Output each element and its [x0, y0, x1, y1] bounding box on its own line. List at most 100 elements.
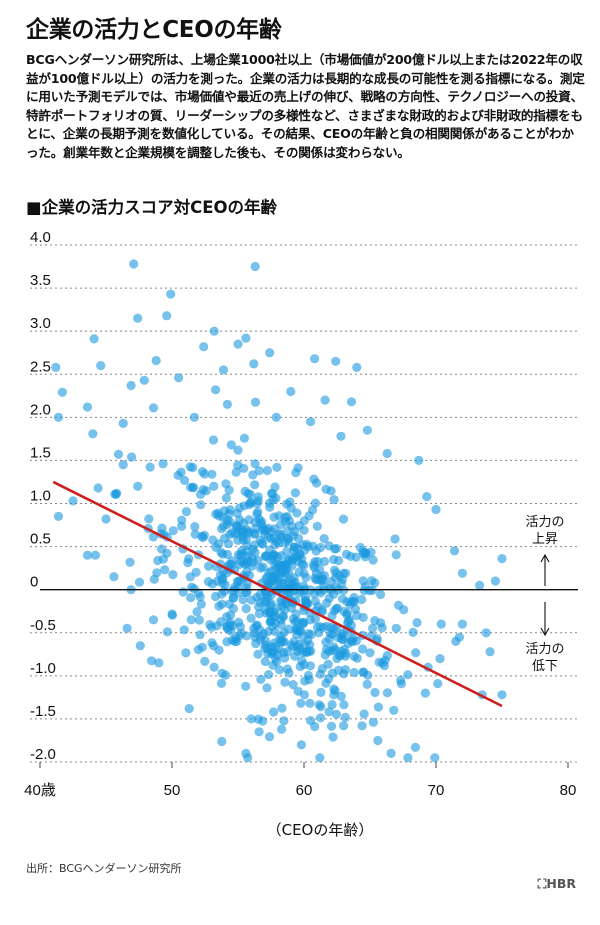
data-point	[192, 607, 202, 617]
data-point	[481, 628, 491, 638]
data-point	[186, 482, 196, 492]
data-point	[317, 605, 327, 615]
data-point	[331, 603, 341, 614]
data-point	[396, 679, 406, 689]
data-point	[209, 326, 219, 336]
data-point	[109, 572, 119, 582]
data-point	[326, 486, 336, 496]
y-tick-label: 1.0	[30, 488, 51, 505]
data-point	[125, 557, 135, 567]
hbr-logo-icon: ⛶	[537, 876, 547, 891]
data-point	[214, 601, 224, 611]
data-point	[211, 509, 221, 519]
data-point	[272, 462, 282, 472]
data-point	[330, 686, 340, 696]
data-point	[362, 679, 372, 690]
data-point	[88, 429, 98, 439]
data-point	[118, 460, 128, 470]
data-point	[457, 619, 467, 629]
data-point	[305, 661, 315, 671]
data-point	[205, 620, 215, 630]
data-point	[249, 529, 259, 539]
data-point	[327, 629, 337, 639]
data-point	[237, 549, 247, 559]
data-point	[168, 526, 178, 536]
data-point	[167, 609, 177, 619]
data-point	[348, 634, 358, 644]
data-point	[299, 560, 309, 570]
data-point	[129, 259, 139, 269]
data-point	[333, 665, 344, 676]
data-point	[68, 496, 78, 506]
data-point	[367, 576, 377, 586]
data-point	[82, 402, 93, 412]
y-tick-label: 0	[30, 574, 38, 591]
data-point	[286, 640, 296, 650]
data-point	[370, 687, 380, 698]
data-point	[310, 614, 320, 624]
data-point	[310, 596, 320, 607]
data-point	[339, 700, 349, 710]
data-point	[286, 386, 296, 397]
data-point	[168, 570, 178, 580]
data-point	[211, 385, 221, 395]
data-point	[90, 550, 100, 560]
data-point	[157, 544, 167, 554]
data-point	[269, 707, 279, 717]
data-point	[341, 568, 351, 578]
data-point	[250, 480, 260, 490]
data-point	[256, 563, 266, 573]
data-point	[185, 462, 195, 472]
data-point	[264, 670, 274, 680]
data-point	[320, 650, 330, 660]
data-point	[357, 721, 367, 731]
data-point	[324, 707, 334, 717]
data-point	[158, 459, 168, 469]
data-point	[254, 727, 264, 737]
data-point	[290, 651, 300, 661]
data-point	[260, 656, 270, 667]
data-point	[193, 645, 203, 655]
data-point	[234, 559, 244, 570]
data-point	[277, 636, 287, 646]
data-point	[278, 648, 289, 658]
data-point	[330, 544, 340, 554]
data-point	[271, 412, 281, 422]
axis-labels: 4.0 3.5 3.0 2.5 2.0 1.5 1.0 0.5 0 -0.5 -1.0 -1.5 -2.…	[24, 229, 576, 839]
data-point	[253, 492, 263, 502]
data-point	[365, 648, 375, 658]
data-point	[184, 554, 194, 564]
intro-text: BCGヘンダーソン研究所は、上場企業1000社以上（市場価値が200億ドル以上ま…	[26, 52, 585, 160]
data-point	[349, 667, 359, 678]
y-tick-label: -1.0	[30, 660, 56, 677]
data-point	[305, 698, 315, 708]
data-point	[252, 509, 262, 519]
data-point	[181, 507, 191, 517]
data-point	[352, 610, 362, 621]
data-point	[272, 603, 282, 613]
data-point	[331, 709, 341, 720]
data-point	[217, 589, 227, 599]
data-point	[431, 504, 441, 515]
data-point	[310, 721, 320, 732]
data-point	[312, 622, 322, 633]
data-point	[310, 354, 320, 364]
data-point	[326, 721, 337, 731]
data-point	[368, 555, 378, 565]
data-point	[485, 647, 495, 657]
data-point	[196, 500, 206, 510]
data-point	[323, 659, 333, 669]
data-point	[299, 690, 309, 700]
data-point	[186, 593, 196, 603]
x-tick-label: 60	[296, 782, 313, 799]
data-point	[148, 532, 158, 542]
data-point	[357, 594, 367, 605]
data-point	[253, 714, 263, 724]
data-point	[127, 452, 137, 462]
data-point	[244, 500, 254, 510]
y-tick-label: 2.0	[30, 401, 51, 418]
data-point	[259, 629, 269, 639]
x-tick-label: 70	[428, 782, 445, 799]
x-tick-label: 40歳	[24, 782, 56, 799]
data-point	[89, 334, 99, 344]
